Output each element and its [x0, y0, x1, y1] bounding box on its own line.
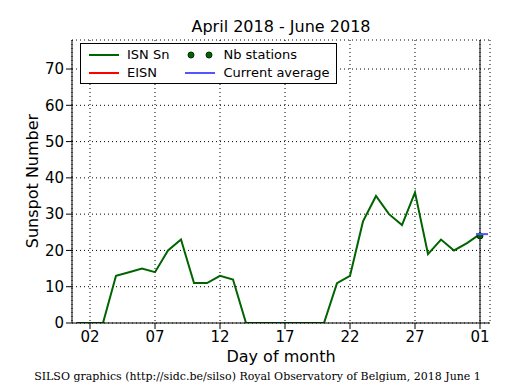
svg-text:17: 17	[275, 328, 294, 346]
svg-text:12: 12	[210, 328, 229, 346]
svg-text:02: 02	[80, 328, 99, 346]
html-text:Current average: Current average	[223, 65, 330, 80]
svg-text:60: 60	[45, 97, 64, 115]
svg-text:20: 20	[45, 242, 64, 260]
svg-text:50: 50	[45, 133, 64, 151]
html-text:ISN Sn: ISN Sn	[127, 47, 170, 62]
html-text:EISN: EISN	[127, 65, 157, 80]
svg-text:10: 10	[45, 278, 64, 296]
svg-text:07: 07	[145, 328, 164, 346]
html-text:Nb stations: Nb stations	[223, 47, 298, 62]
svg-text:40: 40	[45, 169, 64, 187]
html-text:SILSO graphics (http://sidc.be: SILSO graphics (http://sidc.be/silso) Ro…	[34, 370, 481, 383]
svg-text:0: 0	[54, 314, 64, 332]
svg-text:30: 30	[45, 205, 64, 223]
html-text:Sunspot Number: Sunspot Number	[22, 113, 42, 249]
svg-text:70: 70	[45, 60, 64, 78]
html-text:Day of month: Day of month	[226, 347, 336, 366]
svg-text:27: 27	[405, 328, 424, 346]
svg-text:22: 22	[340, 328, 359, 346]
html-text:April 2018 - June 2018: April 2018 - June 2018	[191, 17, 371, 36]
svg-text:01: 01	[470, 328, 489, 346]
